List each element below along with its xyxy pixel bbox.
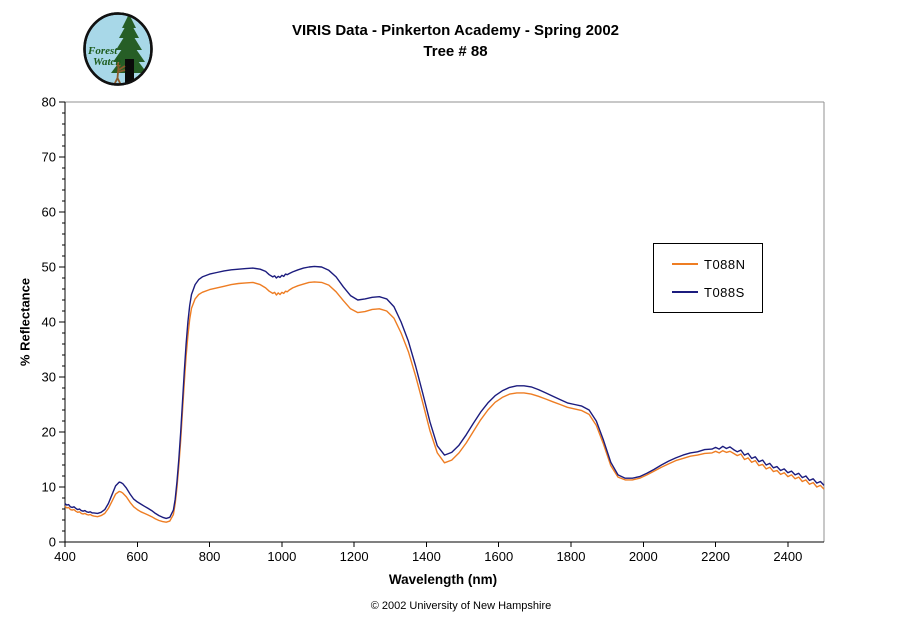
x-tick-label: 1800	[557, 549, 586, 564]
legend-entry: T088S	[672, 284, 762, 300]
x-tick-label: 2000	[629, 549, 658, 564]
legend-label: T088S	[704, 284, 745, 300]
y-tick-label: 30	[42, 370, 56, 385]
x-tick-label: 2200	[701, 549, 730, 564]
legend-label: T088N	[704, 256, 746, 272]
y-axis-label: % Reflectance	[17, 277, 33, 367]
x-tick-label: 600	[126, 549, 148, 564]
y-tick-label: 70	[42, 150, 56, 165]
legend-entry: T088N	[672, 256, 762, 272]
logo-text-forest: Forest	[87, 45, 118, 57]
logo-text-watch: Watch	[93, 56, 122, 68]
tree-trunk	[125, 59, 134, 85]
person-icon	[113, 62, 126, 85]
x-tick-label: 1200	[340, 549, 369, 564]
x-axis-label: Wavelength (nm)	[388, 572, 498, 587]
chart-title-block: VIRIS Data - Pinkerton Academy - Spring …	[0, 20, 911, 62]
forest-watch-logo: Forest Watch	[83, 12, 153, 86]
series-line-t088n	[64, 281, 825, 523]
x-tick-label: 1400	[412, 549, 441, 564]
x-tick-label: 400	[54, 549, 76, 564]
legend: T088N T088S	[653, 243, 763, 313]
y-tick-label: 80	[42, 95, 56, 110]
x-tick-label: 1600	[484, 549, 513, 564]
y-tick-label: 0	[49, 535, 56, 550]
y-tick-label: 60	[42, 205, 56, 220]
chart-title: VIRIS Data - Pinkerton Academy - Spring …	[291, 22, 620, 39]
copyright-text: © 2002 University of New Hampshire	[370, 600, 552, 612]
x-tick-label: 800	[199, 549, 221, 564]
x-tick-label: 1000	[267, 549, 296, 564]
pine-tree-icon	[111, 14, 147, 73]
y-tick-label: 10	[42, 480, 56, 495]
y-tick-label: 20	[42, 425, 56, 440]
series-line-t088s	[64, 265, 825, 520]
legend-swatch	[672, 291, 698, 293]
legend-swatch	[672, 263, 698, 265]
chart-subtitle: Tree # 88	[423, 43, 488, 60]
y-tick-label: 50	[42, 260, 56, 275]
x-tick-label: 2400	[773, 549, 802, 564]
y-tick-label: 40	[42, 315, 56, 330]
